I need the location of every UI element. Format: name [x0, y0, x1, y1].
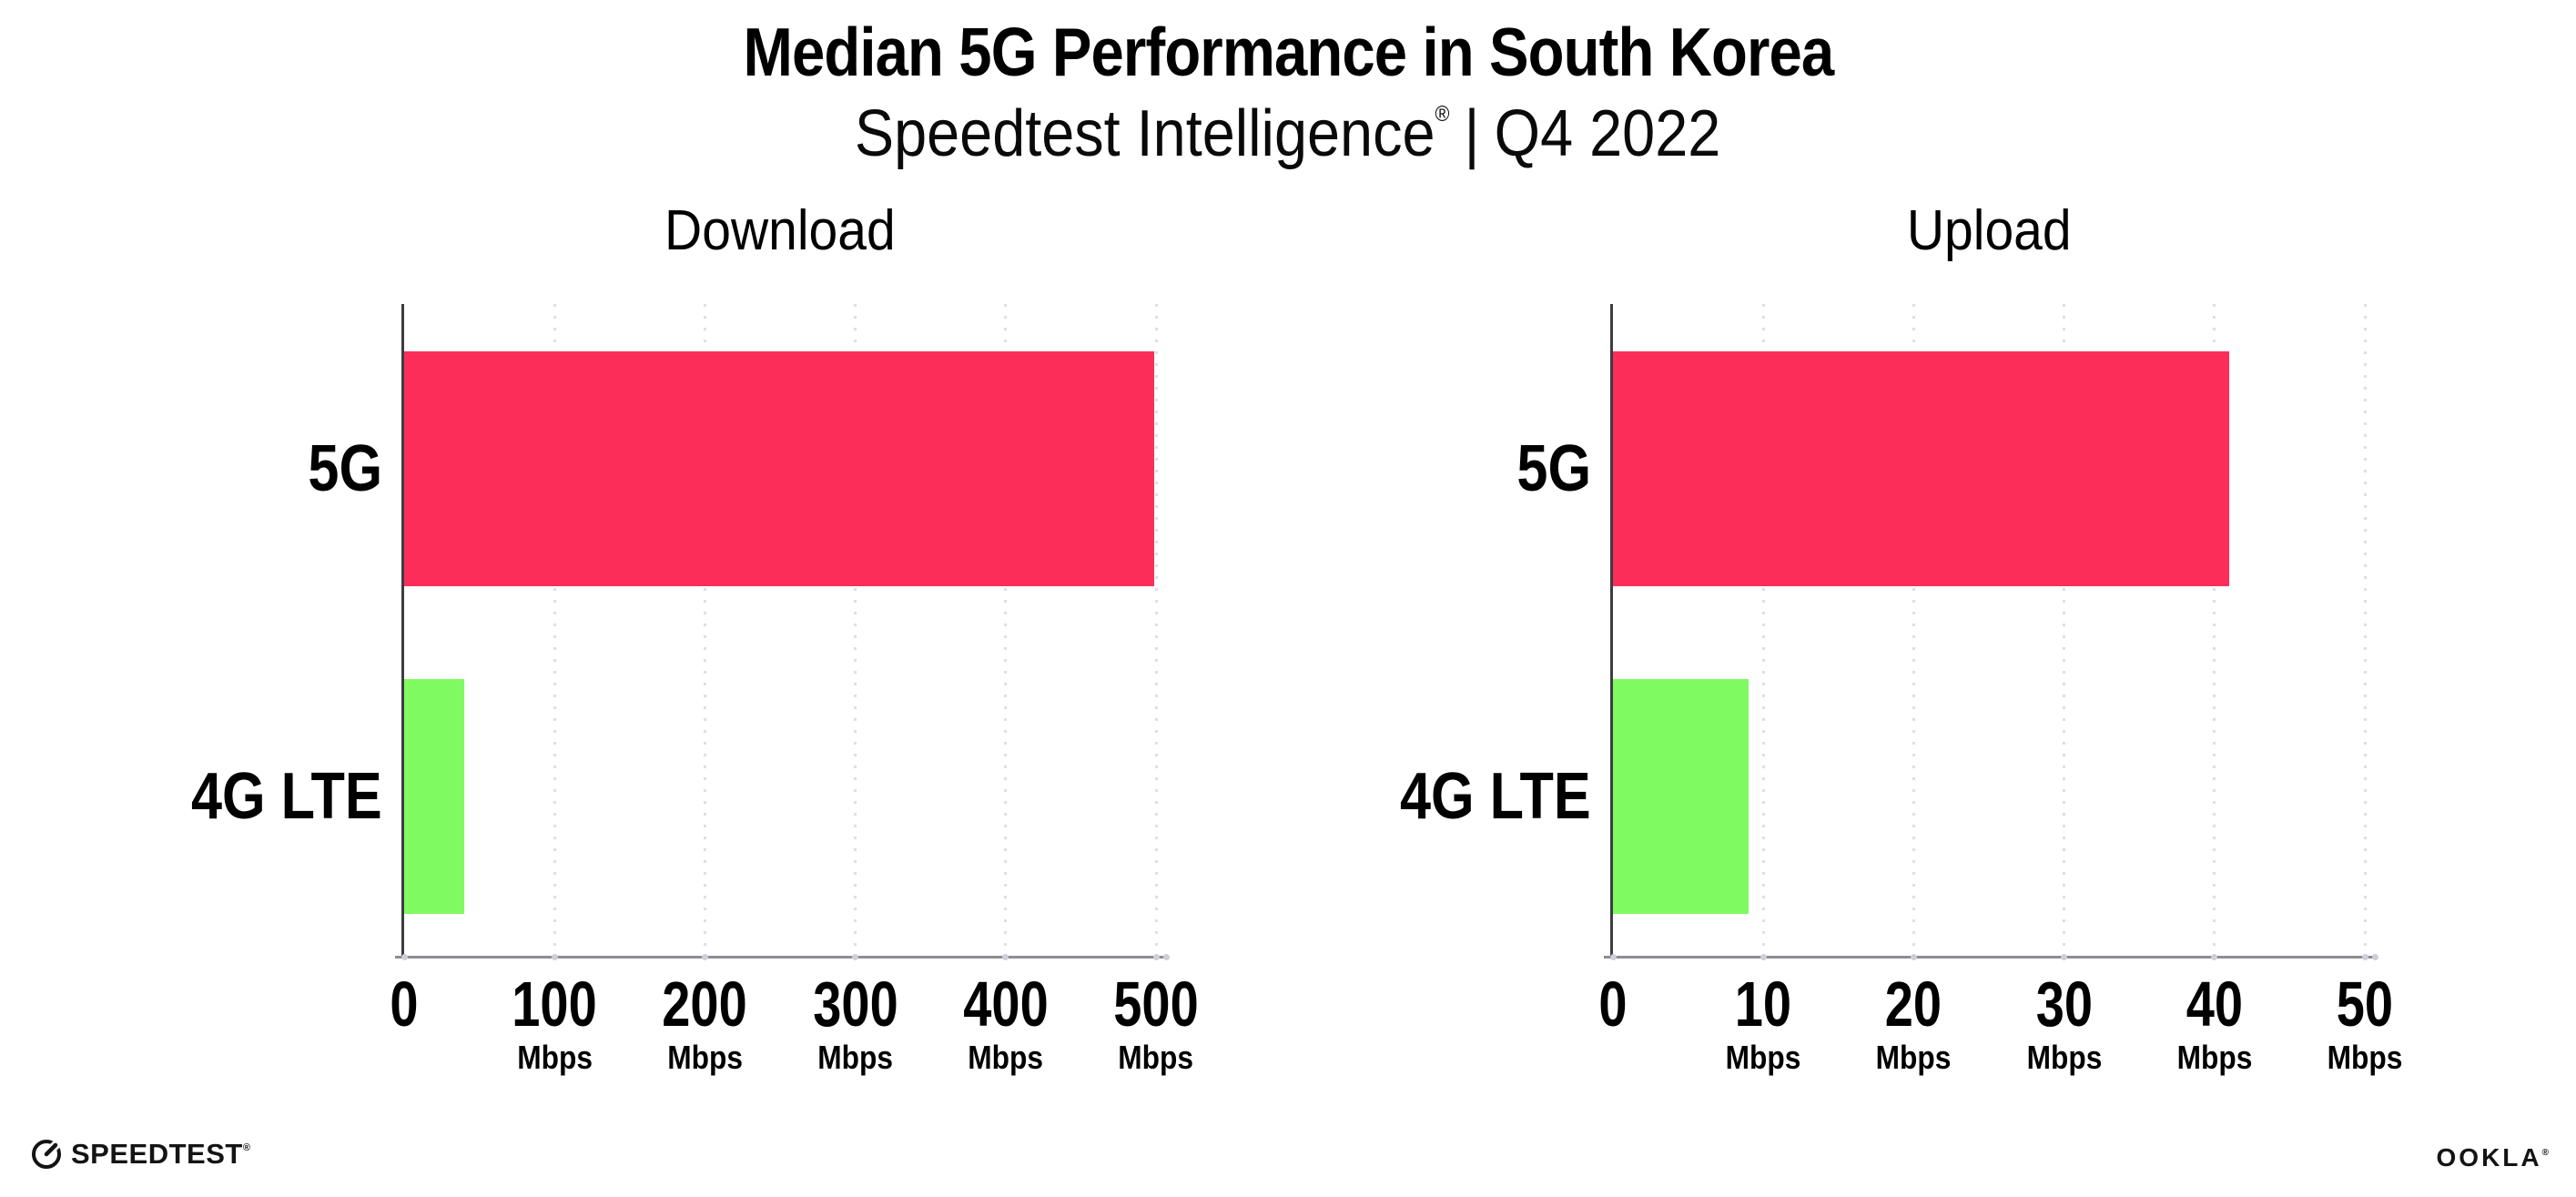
x-tick-unit-text: Mbps: [968, 1039, 1044, 1076]
x-tick-label-40: 40 Mbps: [2172, 970, 2257, 1078]
x-tick-unit: Mbps: [1871, 1038, 1956, 1078]
category-label-text: 4G LTE: [191, 759, 382, 833]
gridline-400: [1004, 304, 1008, 956]
x-tick-unit-text: Mbps: [667, 1039, 743, 1076]
x-tick-unit-text: Mbps: [2176, 1039, 2253, 1076]
gridline-100: [553, 304, 556, 956]
x-tick-unit: Mbps: [2022, 1038, 2107, 1078]
x-tick-value: 20: [1885, 969, 1942, 1040]
category-label-4g-lte: 4G LTE: [22, 756, 382, 837]
axis-tick-dot-500: [1152, 954, 1160, 960]
upload-chart: Upload 0 10 Mbps 20 Mbps 30 Mbps 40 Mbps 50 Mbps 5G…: [1400, 199, 2402, 1076]
x-tick-value: 400: [963, 969, 1049, 1040]
subtitle-separator: |: [1465, 97, 1480, 170]
x-tick-unit: Mbps: [652, 1038, 758, 1078]
x-tick-unit-text: Mbps: [516, 1039, 593, 1076]
registered-mark: ®: [1435, 102, 1450, 127]
x-tick-unit: Mbps: [1103, 1038, 1210, 1078]
x-tick-label-20: 20 Mbps: [1871, 970, 1956, 1078]
speedtest-registered-mark: ®: [242, 1142, 251, 1153]
x-tick-value: 50: [2336, 969, 2394, 1040]
axis-end-dot: [2372, 954, 2378, 960]
x-tick-unit-text: Mbps: [2327, 1039, 2403, 1076]
axis-tick-dot-0: [401, 954, 408, 960]
gridline-500: [1154, 304, 1158, 956]
speedtest-gauge-icon: [32, 1140, 61, 1169]
axis-tick-dot-40: [2211, 954, 2218, 960]
x-tick-label-0: 0: [1596, 970, 1631, 1038]
gridline-50: [2363, 304, 2367, 956]
download-chart: Download 0 100 Mbps 200 Mbps 300 Mbps 400 Mbps 50…: [191, 199, 1198, 1076]
x-tick-value: 0: [1598, 969, 1628, 1040]
bar-5g-download: [404, 351, 1155, 587]
x-tick-unit-text: Mbps: [1876, 1039, 1952, 1076]
ookla-logo: OOKLA®: [2437, 1143, 2549, 1172]
x-tick-value: 0: [390, 969, 419, 1040]
x-tick-label-100: 100 Mbps: [502, 970, 608, 1078]
ookla-wordmark: OOKLA: [2436, 1143, 2542, 1172]
speedtest-logo: SPEEDTEST®: [30, 1138, 250, 1171]
x-tick-value: 30: [2035, 969, 2093, 1040]
x-tick-value: 100: [512, 969, 597, 1040]
upload-chart-title: Upload: [1906, 199, 2072, 262]
bar-5g-upload: [1613, 351, 2230, 587]
x-tick-value: 10: [1735, 969, 1792, 1040]
axis-tick-dot-100: [551, 954, 558, 960]
x-tick-label-200: 200 Mbps: [652, 970, 758, 1078]
x-tick-label-500: 500 Mbps: [1103, 970, 1210, 1078]
speedtest-wordmark: SPEEDTEST®: [71, 1138, 251, 1170]
gridline-30: [2063, 304, 2066, 956]
axis-tick-dot-30: [2061, 954, 2068, 960]
x-tick-unit: Mbps: [802, 1038, 908, 1078]
header: Median 5G Performance in South Korea Spe…: [0, 0, 2576, 171]
axis-tick-dot-50: [2361, 954, 2368, 960]
category-label-text: 5G: [1516, 432, 1591, 506]
category-label-4g-lte: 4G LTE: [1231, 756, 1591, 837]
bar-4g-lte-upload: [1613, 678, 1749, 914]
subtitle-brand: Speedtest Intelligence: [855, 97, 1435, 170]
category-label-5g: 5G: [22, 428, 382, 510]
bar-4g-lte-download: [404, 678, 465, 914]
subtitle-period: Q4 2022: [1495, 97, 1721, 170]
gridline-20: [1912, 304, 1915, 956]
x-tick-unit-text: Mbps: [817, 1039, 893, 1076]
x-tick-value: 300: [812, 969, 898, 1040]
gridline-200: [703, 304, 706, 956]
x-tick-unit: Mbps: [952, 1038, 1059, 1078]
chart-subtitle: Speedtest Intelligence® | Q4 2022: [0, 96, 2576, 171]
axis-tick-dot-20: [1910, 954, 1917, 960]
axis-tick-dot-400: [1002, 954, 1009, 960]
ookla-registered-mark: ®: [2541, 1148, 2549, 1158]
x-tick-unit-text: Mbps: [1725, 1039, 1801, 1076]
x-tick-unit: Mbps: [1720, 1038, 1806, 1078]
gridline-300: [854, 304, 857, 956]
download-chart-title: Download: [664, 199, 896, 262]
gridline-40: [2213, 304, 2216, 956]
x-tick-label-300: 300 Mbps: [802, 970, 908, 1078]
axis-tick-dot-0: [1609, 954, 1617, 960]
x-tick-label-50: 50 Mbps: [2322, 970, 2408, 1078]
x-tick-unit: Mbps: [2172, 1038, 2257, 1078]
axis-end-dot: [1163, 954, 1170, 960]
axis-tick-dot-10: [1760, 954, 1767, 960]
category-label-text: 5G: [308, 432, 382, 506]
x-tick-value: 500: [1113, 969, 1199, 1040]
x-tick-label-400: 400 Mbps: [952, 970, 1059, 1078]
x-tick-label-0: 0: [387, 970, 422, 1038]
category-label-text: 4G LTE: [1400, 759, 1591, 833]
x-tick-value: 40: [2186, 969, 2243, 1040]
category-label-5g: 5G: [1231, 428, 1591, 510]
x-tick-label-30: 30 Mbps: [2022, 970, 2107, 1078]
x-tick-unit-text: Mbps: [1118, 1039, 1194, 1076]
axis-tick-dot-300: [852, 954, 859, 960]
x-tick-unit-text: Mbps: [2026, 1039, 2102, 1076]
x-tick-label-10: 10 Mbps: [1720, 970, 1806, 1078]
x-tick-unit: Mbps: [2322, 1038, 2408, 1078]
axis-tick-dot-200: [701, 954, 708, 960]
chart-main-title: Median 5G Performance in South Korea: [743, 14, 1834, 90]
x-tick-unit: Mbps: [502, 1038, 608, 1078]
gridline-10: [1761, 304, 1765, 956]
x-tick-value: 200: [662, 969, 748, 1040]
